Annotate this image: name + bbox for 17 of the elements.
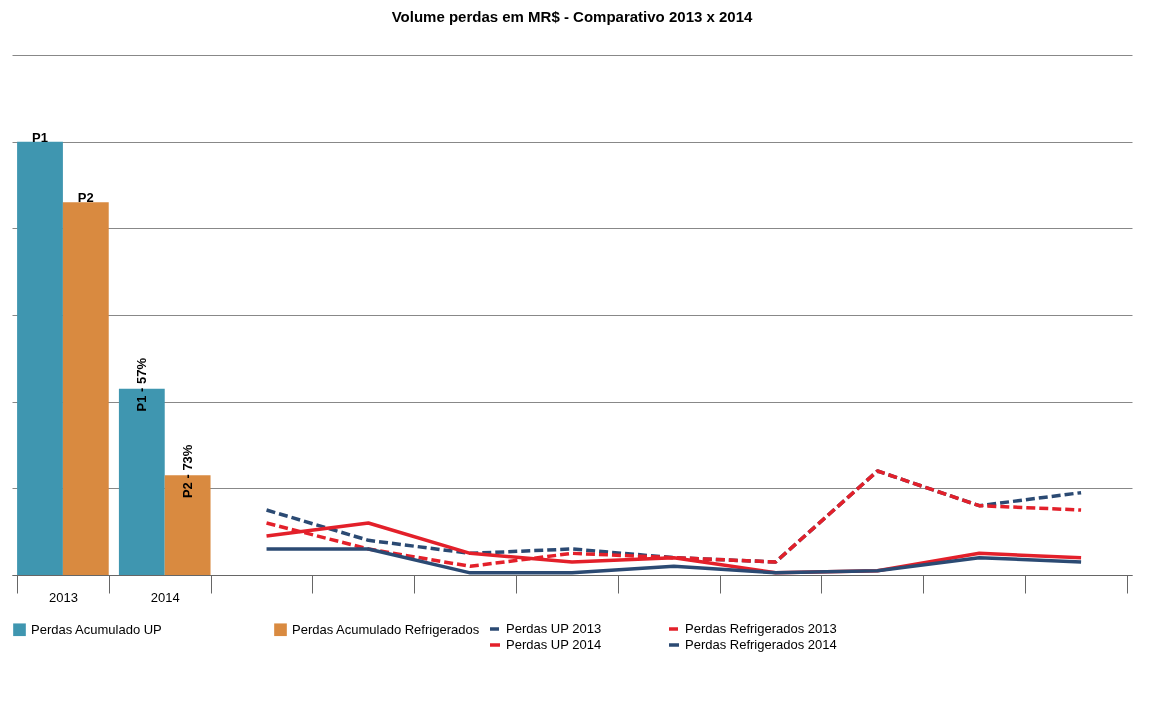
legend-label: Perdas Refrigerados 2013 — [685, 621, 837, 636]
bar — [118, 388, 165, 575]
annotation: P1 - 57% — [133, 357, 149, 412]
bar — [62, 202, 109, 575]
x-tick-label: 2014 — [150, 589, 180, 605]
annotation: P1 — [32, 129, 48, 145]
chart-title: Volume perdas em MR$ - Comparativo 2013 x 2014 — [391, 8, 754, 25]
legend-label: Perdas UP 2014 — [506, 637, 602, 652]
annotation: P2 - 73% — [179, 444, 195, 499]
legend-label: Perdas Acumulado Refrigerados — [292, 621, 480, 637]
legend-label: Perdas Refrigerados 2014 — [685, 637, 837, 652]
legend-label: Perdas Acumulado UP — [31, 621, 162, 637]
legend-label: Perdas UP 2013 — [506, 621, 602, 636]
x-tick-label: 2013 — [48, 589, 78, 605]
bar — [17, 141, 63, 575]
annotation: P2 — [77, 190, 94, 206]
bar — [164, 475, 211, 575]
